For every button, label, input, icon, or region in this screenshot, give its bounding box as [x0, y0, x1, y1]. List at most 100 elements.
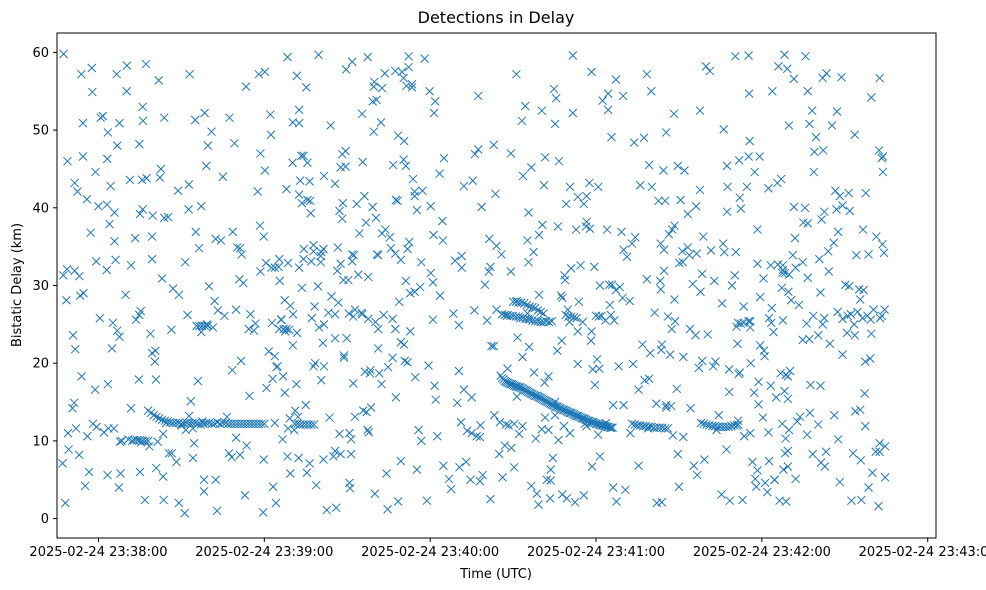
- data-point: [878, 167, 888, 177]
- data-point: [674, 482, 684, 492]
- x-axis: 2025-02-24 23:38:00 2025-02-24 23:39:00 20…: [29, 538, 986, 560]
- data-point: [742, 182, 752, 192]
- data-point: [184, 205, 193, 214]
- y-tick-label: 60: [32, 46, 49, 61]
- data-point: [489, 410, 499, 420]
- data-point: [838, 350, 847, 359]
- data-point: [230, 138, 239, 148]
- data-point: [285, 301, 295, 311]
- data-point: [656, 239, 666, 248]
- data-point: [136, 306, 146, 316]
- data-point: [335, 429, 344, 439]
- data-point: [319, 455, 328, 464]
- data-point: [114, 483, 124, 492]
- data-point: [605, 300, 615, 310]
- data-point: [657, 497, 667, 507]
- data-point: [819, 313, 829, 323]
- data-point: [766, 260, 776, 270]
- data-point: [595, 452, 605, 461]
- data-point: [379, 310, 389, 320]
- data-point: [823, 246, 833, 256]
- data-point: [283, 452, 292, 461]
- data-point: [540, 378, 549, 387]
- data-point: [554, 435, 563, 445]
- data-point: [660, 196, 670, 206]
- data-point: [296, 151, 306, 161]
- data-point: [833, 227, 843, 237]
- data-point: [512, 392, 522, 401]
- data-point: [724, 387, 734, 397]
- data-point: [875, 73, 884, 83]
- data-point: [877, 311, 887, 321]
- data-point: [785, 366, 795, 376]
- data-point: [249, 326, 259, 335]
- data-point: [109, 424, 119, 433]
- data-point: [154, 414, 164, 423]
- data-point: [314, 50, 323, 60]
- data-point: [802, 430, 812, 440]
- data-point: [59, 271, 68, 280]
- data-point: [667, 324, 677, 334]
- data-point: [373, 344, 383, 353]
- data-point: [647, 182, 657, 192]
- data-point: [412, 205, 422, 215]
- data-point: [87, 63, 97, 73]
- data-point: [284, 325, 294, 335]
- data-point: [534, 500, 543, 509]
- data-point: [405, 326, 415, 336]
- data-point: [63, 156, 72, 166]
- data-point: [606, 423, 616, 433]
- data-point: [435, 169, 444, 178]
- data-point: [571, 225, 581, 234]
- data-point: [556, 291, 566, 300]
- data-point: [607, 132, 616, 142]
- data-point: [503, 364, 512, 373]
- data-point: [568, 108, 578, 118]
- data-point: [696, 418, 706, 428]
- data-point: [73, 187, 82, 196]
- data-point: [860, 357, 870, 366]
- data-point: [657, 340, 667, 349]
- data-point: [102, 154, 112, 164]
- data-point: [749, 388, 759, 398]
- data-point: [670, 295, 679, 304]
- data-point: [299, 244, 309, 254]
- data-point: [111, 255, 120, 265]
- data-point: [444, 474, 454, 484]
- data-point: [706, 246, 716, 255]
- data-point: [188, 453, 198, 463]
- data-point: [730, 51, 740, 61]
- data-point: [744, 152, 753, 161]
- data-point: [711, 357, 720, 366]
- data-point: [288, 309, 298, 319]
- data-point: [353, 270, 363, 279]
- data-point: [568, 51, 578, 60]
- data-point: [131, 315, 141, 325]
- data-point: [377, 379, 386, 389]
- data-point: [388, 353, 397, 363]
- data-point: [350, 305, 360, 314]
- data-point: [783, 446, 793, 456]
- data-point: [288, 340, 298, 350]
- data-point: [350, 412, 360, 422]
- data-point: [246, 309, 255, 319]
- data-point: [548, 453, 558, 463]
- data-point: [718, 239, 728, 248]
- data-point: [561, 310, 570, 320]
- data-point: [618, 91, 628, 101]
- data-point: [115, 118, 124, 128]
- data-point: [64, 445, 73, 454]
- data-point: [259, 419, 269, 429]
- data-point: [135, 209, 145, 219]
- data-point: [310, 302, 319, 311]
- data-point: [546, 476, 556, 485]
- data-point: [852, 250, 861, 260]
- data-point: [220, 311, 229, 321]
- data-point: [294, 105, 304, 115]
- data-point: [456, 417, 466, 427]
- data-point: [532, 489, 542, 499]
- data-point: [663, 424, 673, 433]
- data-point: [160, 416, 170, 426]
- data-point: [744, 89, 754, 98]
